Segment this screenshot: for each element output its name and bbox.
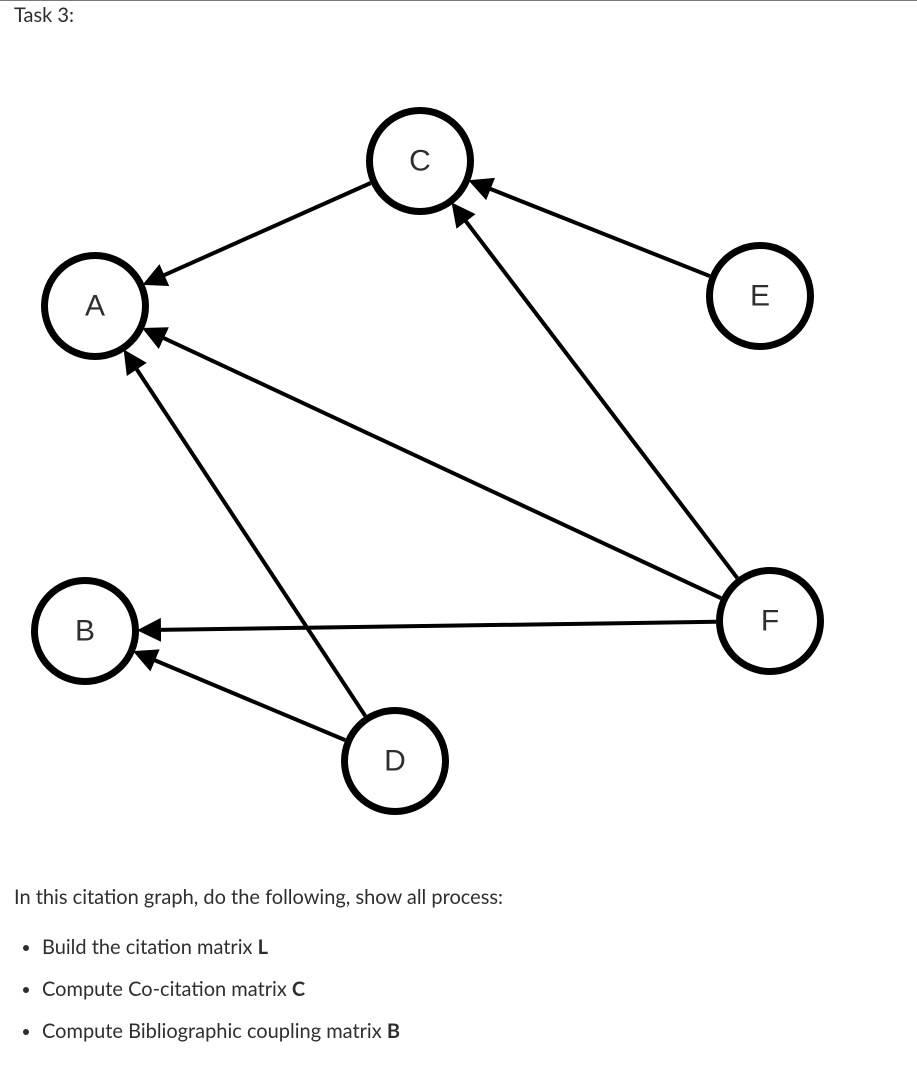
- question-item-bold: B: [387, 1019, 400, 1043]
- node-F: F: [716, 567, 824, 675]
- question-block: In this citation graph, do the following…: [14, 881, 903, 1067]
- edge-F-C: [454, 206, 737, 578]
- question-item-1: Compute Co-citation matrix C: [42, 973, 903, 1005]
- question-intro: In this citation graph, do the following…: [14, 881, 903, 913]
- task-title: Task 3:: [14, 3, 74, 27]
- edge-F-B: [141, 622, 716, 630]
- question-item-2: Compute Bibliographic coupling matrix B: [42, 1015, 903, 1047]
- question-item-0: Build the citation matrix L: [42, 931, 903, 963]
- edge-E-C: [472, 182, 710, 276]
- page-container: Task 3: A B C D E F In this citation graph, d…: [0, 0, 917, 1024]
- question-item-prefix: Compute Co-citation matrix: [42, 977, 292, 1001]
- node-A: A: [41, 252, 149, 360]
- node-E: E: [706, 242, 814, 350]
- edge-D-B: [137, 653, 346, 740]
- edge-C-A: [146, 183, 371, 283]
- node-label-C: C: [409, 145, 431, 178]
- node-D: D: [341, 707, 449, 815]
- node-label-E: E: [750, 280, 770, 313]
- question-item-bold: C: [292, 977, 305, 1001]
- question-item-prefix: Compute Bibliographic coupling matrix: [42, 1019, 387, 1043]
- node-C: C: [366, 107, 474, 215]
- node-label-D: D: [384, 745, 406, 778]
- question-item-bold: L: [258, 935, 268, 959]
- edge-F-A: [146, 330, 721, 598]
- node-label-A: A: [85, 290, 105, 323]
- question-list: Build the citation matrix L Compute Co-ci…: [14, 931, 903, 1047]
- node-B: B: [31, 577, 139, 685]
- question-item-prefix: Build the citation matrix: [42, 935, 258, 959]
- node-label-B: B: [75, 615, 95, 648]
- edges-layer: [126, 182, 737, 740]
- citation-graph: A B C D E F: [0, 61, 917, 841]
- node-label-F: F: [761, 605, 779, 638]
